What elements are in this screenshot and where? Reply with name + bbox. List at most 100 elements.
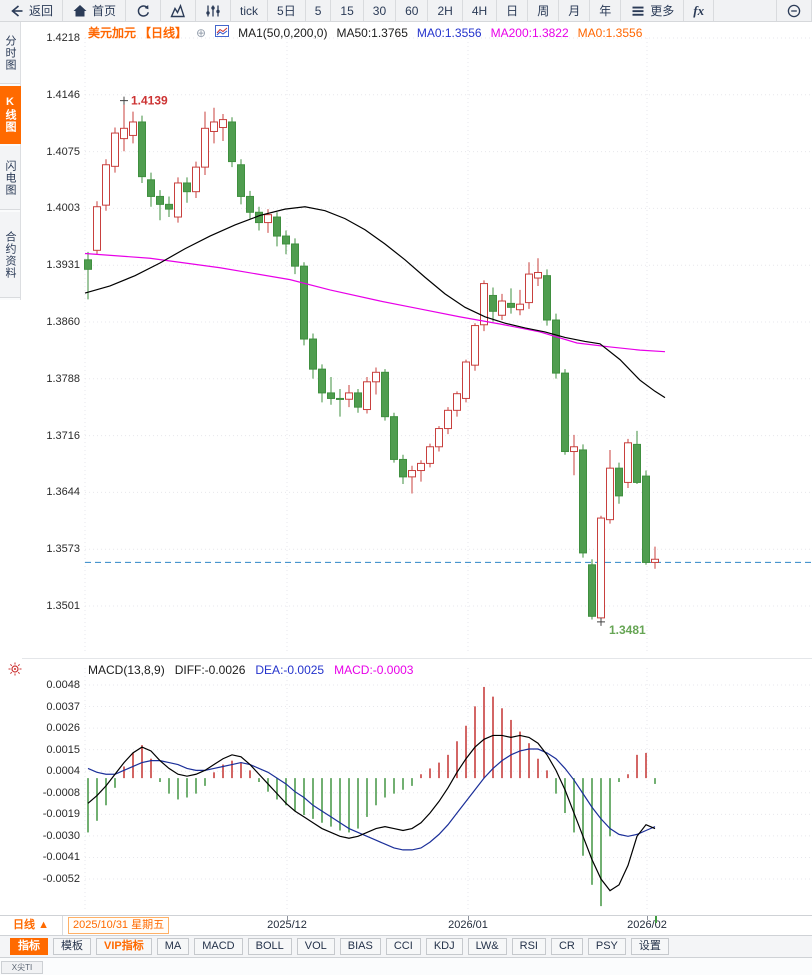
macd-axis-label: -0.0052 (42, 873, 80, 886)
price-axis-label: 1.4218 (46, 32, 80, 44)
sidebar-tab-kline-chart[interactable]: K线图 (0, 86, 21, 144)
ma-definition: MA1(50,0,200,0) (238, 25, 328, 40)
price-axis-label: 1.3716 (46, 429, 80, 442)
panel-divider (22, 658, 812, 659)
topbar-item-label: 60 (405, 3, 419, 18)
period-label: 【日线】 (139, 26, 188, 40)
topbar-item-indicator-tool[interactable] (196, 0, 232, 21)
indicator-button-template[interactable]: 模板 (53, 938, 91, 955)
topbar-item-label: 首页 (92, 4, 117, 18)
macd-header: MACD(13,8,9) DIFF:-0.0026 DEA:-0.0025 MA… (88, 663, 413, 677)
symbol-name: 美元加元 (88, 26, 137, 40)
price-axis-label: 1.4075 (46, 145, 80, 158)
topbar-item-home[interactable]: 首页 (63, 0, 127, 21)
indicator-button-cr[interactable]: CR (550, 938, 583, 955)
add-overlay-icon[interactable]: ⊕ (196, 25, 207, 40)
topbar-item-fx[interactable]: fx (684, 0, 715, 21)
macd-axis-label: -0.0008 (42, 786, 80, 799)
price-axis-label: 1.4003 (46, 202, 80, 215)
indicator-button-boll[interactable]: BOLL (247, 938, 292, 955)
sidebar-tab-contract-info[interactable]: 合约资料 (0, 212, 21, 298)
macd-axis-label: -0.0030 (42, 829, 80, 842)
chart-header: 美元加元 【日线】 ⊕ MA1(50,0,200,0) MA50:1.3765 M… (88, 24, 642, 41)
month-label: 2026/02 (627, 919, 667, 931)
axis-tick (647, 916, 648, 920)
svg-text:1.3481: 1.3481 (609, 623, 646, 637)
price-axis-label: 1.3501 (46, 600, 80, 612)
svg-text:1.4139: 1.4139 (131, 94, 168, 108)
topbar-item-label: fx (693, 2, 705, 18)
topbar-item-chart-type[interactable] (161, 0, 197, 21)
sidebar-tab-time-chart[interactable]: 分时图 (0, 22, 21, 84)
topbar-item-label: 周 (537, 4, 550, 18)
bottom-status-strip: X尖TI (0, 958, 812, 975)
topbar-item-interval-60[interactable]: 60 (396, 0, 429, 21)
price-axis-label: 1.4146 (46, 88, 80, 101)
topbar-item-range-5d[interactable]: 5日 (268, 0, 306, 21)
indicator-button-rsi[interactable]: RSI (511, 938, 546, 955)
indicator-button-psy[interactable]: PSY (587, 938, 626, 955)
topbar-item-label: 30 (372, 3, 387, 18)
indicator-button-indicator[interactable]: 指标 (10, 938, 48, 955)
status-tab[interactable]: X尖TI (1, 961, 43, 974)
indicator-button-ma[interactable]: MA (156, 938, 190, 955)
topbar-item-interval-5[interactable]: 5 (306, 0, 332, 21)
topbar-item-label: 5日 (277, 4, 296, 18)
topbar-item-interval-2h[interactable]: 2H (428, 0, 463, 21)
topbar-item-label: 5 (314, 3, 322, 18)
price-axis-label: 1.3788 (46, 372, 80, 385)
topbar-item-label: tick (240, 3, 259, 18)
axis-tick (468, 916, 469, 920)
indicator-button-settings[interactable]: 设置 (630, 938, 669, 955)
topbar-item-interval-year[interactable]: 年 (590, 0, 622, 21)
topbar-item-interval-4h[interactable]: 4H (463, 0, 498, 21)
macd-axis-label: -0.0019 (42, 808, 80, 821)
sidebar-tab-lightning-chart[interactable]: 闪电图 (0, 146, 21, 210)
axis-tick (287, 916, 288, 920)
topbar-item-interval-month[interactable]: 月 (559, 0, 591, 21)
time-axis-row: 日线 ▲ 2025/10/31 星期五 2025/12 2026/01 2026/0… (0, 915, 812, 936)
topbar-item-label: 年 (599, 4, 612, 18)
indicator-toolbar: 指标 模板 VIP指标 MA MACD BOLL VOL BIAS CCI KDJ LW& RSI CR… (0, 936, 812, 958)
macd-diff-value: DIFF:-0.0026 (174, 663, 246, 677)
macd-axis-label: 0.0026 (46, 722, 80, 735)
ma-indicator-icon[interactable] (215, 25, 230, 40)
indicator-button-kdj[interactable]: KDJ (425, 938, 463, 955)
topbar-item-interval-day[interactable]: 日 (497, 0, 529, 21)
month-label: 2025/12 (267, 919, 307, 931)
topbar-item-interval-30[interactable]: 30 (364, 0, 397, 21)
topbar-item-label: 月 (568, 4, 581, 18)
topbar-item-tick[interactable]: tick (231, 0, 269, 21)
topbar-item-refresh[interactable] (126, 0, 162, 21)
indicator-button-bias[interactable]: BIAS (339, 938, 381, 955)
macd-axis-label: 0.0037 (46, 700, 80, 713)
indicator-button-macd[interactable]: MACD (194, 938, 243, 955)
period-selector-button[interactable]: 日线 ▲ (0, 916, 63, 935)
mountain-icon (170, 3, 186, 19)
price-chart-canvas[interactable]: 1.4139 1.3481 (22, 22, 812, 665)
price-axis-label: 1.3860 (46, 316, 80, 328)
macd-value: MACD:-0.0003 (334, 663, 414, 677)
ma200-value: MA200:1.3822 (490, 25, 569, 40)
topbar-item-back[interactable]: 返回 (0, 0, 64, 21)
sliders-icon (205, 3, 221, 19)
indicator-button-cci[interactable]: CCI (385, 938, 421, 955)
indicator-button-vip[interactable]: VIP指标 (96, 938, 152, 955)
topbar-item-interval-week[interactable]: 周 (528, 0, 560, 21)
price-axis-label: 1.3644 (46, 486, 80, 499)
topbar-item-interval-15[interactable]: 15 (331, 0, 364, 21)
macd-axis-label: 0.0015 (46, 743, 80, 756)
crosshair-date-label: 2025/10/31 星期五 (68, 917, 170, 934)
topbar-item-more[interactable]: 更多 (621, 0, 685, 21)
month-label: 2026/01 (448, 919, 488, 931)
macd-settings-icon[interactable] (8, 662, 22, 681)
macd-dea-value: DEA:-0.0025 (255, 663, 325, 677)
macd-chart-canvas[interactable] (22, 658, 812, 920)
topbar-item-zoom-out[interactable] (776, 0, 812, 21)
topbar-item-label: 4H (471, 3, 488, 18)
indicator-button-vol[interactable]: VOL (296, 938, 335, 955)
price-axis-label: 1.3931 (46, 259, 80, 272)
indicator-button-lwr[interactable]: LW& (467, 938, 507, 955)
ma50-value: MA50:1.3765 (336, 25, 408, 40)
